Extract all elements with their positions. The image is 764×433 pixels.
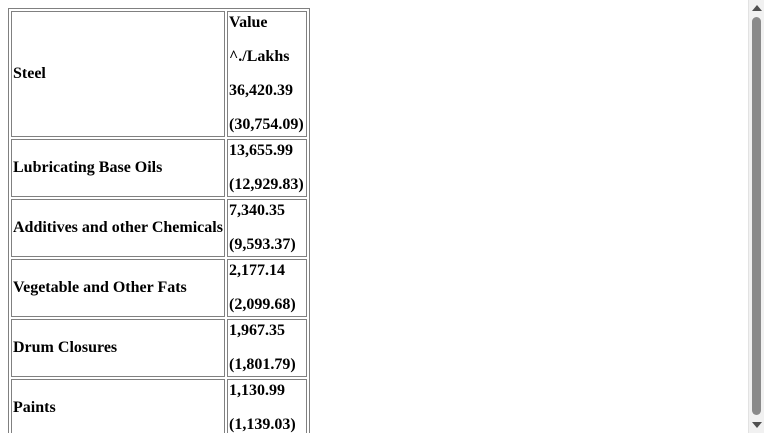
column-header-value: Value <box>229 14 268 31</box>
material-name-cell: Steel <box>11 11 225 137</box>
scroll-up-arrow-icon[interactable] <box>752 5 762 11</box>
material-name-cell: Vegetable and Other Fats <box>11 259 225 317</box>
value-cell: 1,130.99 (1,139.03) <box>227 379 307 433</box>
material-name: Vegetable and Other Fats <box>13 279 187 296</box>
raw-materials-table: Steel Value ^./Lakhs 36,420.39 (30,754.0… <box>8 8 310 433</box>
scrollbar-thumb[interactable] <box>752 17 761 415</box>
document-content: Steel Value ^./Lakhs 36,420.39 (30,754.0… <box>8 8 310 433</box>
previous-value: (2,099.68) <box>229 296 296 313</box>
previous-value: (1,139.03) <box>229 416 296 433</box>
value-cell: 2,177.14 (2,099.68) <box>227 259 307 317</box>
material-name-cell: Paints <box>11 379 225 433</box>
material-name-cell: Lubricating Base Oils <box>11 139 225 197</box>
material-name: Drum Closures <box>13 339 118 356</box>
current-value: 1,130.99 <box>229 382 285 399</box>
previous-value: (1,801.79) <box>229 356 296 373</box>
table-row: Vegetable and Other Fats 2,177.14 (2,099… <box>11 259 307 317</box>
material-name: Paints <box>13 399 56 416</box>
material-name: Steel <box>13 65 46 82</box>
current-value: 2,177.14 <box>229 262 285 279</box>
material-name: Additives and other Chemicals <box>13 219 223 236</box>
current-value: 7,340.35 <box>229 202 285 219</box>
scroll-down-arrow-icon[interactable] <box>752 422 762 428</box>
value-cell: 7,340.35 (9,593.37) <box>227 199 307 257</box>
current-value: 13,655.99 <box>229 142 293 159</box>
table-row: Additives and other Chemicals 7,340.35 (… <box>11 199 307 257</box>
previous-value: (12,929.83) <box>229 176 304 193</box>
table-row: Lubricating Base Oils 13,655.99 (12,929.… <box>11 139 307 197</box>
material-name-cell: Additives and other Chemicals <box>11 199 225 257</box>
previous-value: (9,593.37) <box>229 236 296 253</box>
table-row: Drum Closures 1,967.35 (1,801.79) <box>11 319 307 377</box>
value-cell: 13,655.99 (12,929.83) <box>227 139 307 197</box>
table-row: Paints 1,130.99 (1,139.03) <box>11 379 307 433</box>
table-row: Steel Value ^./Lakhs 36,420.39 (30,754.0… <box>11 11 307 137</box>
value-cell: Value ^./Lakhs 36,420.39 (30,754.09) <box>227 11 307 137</box>
material-name-cell: Drum Closures <box>11 319 225 377</box>
previous-value: (30,754.09) <box>229 116 304 133</box>
current-value: 1,967.35 <box>229 322 285 339</box>
value-cell: 1,967.35 (1,801.79) <box>227 319 307 377</box>
current-value: 36,420.39 <box>229 82 293 99</box>
material-name: Lubricating Base Oils <box>13 159 163 176</box>
vertical-scrollbar[interactable] <box>748 0 764 433</box>
column-header-unit: ^./Lakhs <box>229 48 290 65</box>
